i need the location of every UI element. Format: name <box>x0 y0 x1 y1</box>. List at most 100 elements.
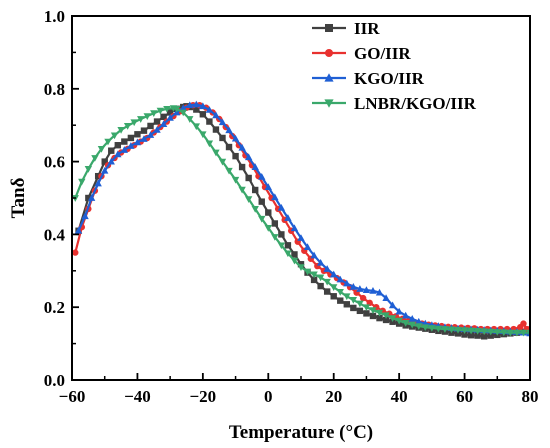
data-point <box>343 293 351 301</box>
data-point <box>238 143 246 151</box>
data-point <box>140 127 148 134</box>
data-point <box>467 332 475 339</box>
data-point <box>199 131 207 139</box>
x-tick-label: −40 <box>124 387 151 406</box>
data-point <box>147 122 154 130</box>
data-point <box>356 300 364 308</box>
data-point <box>284 242 292 249</box>
data-point <box>258 198 265 205</box>
data-point <box>350 304 357 312</box>
data-point <box>303 268 312 276</box>
data-point <box>205 140 214 148</box>
series-3 <box>72 105 530 337</box>
data-point <box>284 250 292 258</box>
legend-entry: IIR <box>312 19 380 38</box>
legend-entry: LNBR/KGO/IIR <box>312 94 477 113</box>
data-point <box>212 126 220 133</box>
data-point <box>323 278 331 286</box>
data-point <box>271 234 279 241</box>
data-point <box>487 328 495 336</box>
data-point <box>278 231 285 238</box>
legend-marker <box>324 73 334 82</box>
legend-label: LNBR/KGO/IIR <box>354 94 477 113</box>
data-point <box>159 120 168 127</box>
data-point <box>146 131 155 138</box>
data-point <box>500 329 508 337</box>
data-point <box>186 116 194 123</box>
data-point <box>101 166 109 174</box>
data-point <box>137 116 145 123</box>
data-point <box>84 166 93 173</box>
data-point <box>225 167 233 175</box>
y-axis-title: Tanδ <box>8 177 29 218</box>
data-point <box>356 285 364 292</box>
x-tick-label: −60 <box>59 387 86 406</box>
y-tick-label: 0.8 <box>44 80 65 99</box>
data-point <box>192 100 200 108</box>
data-point <box>114 150 122 158</box>
data-point <box>173 105 181 113</box>
x-tick-label: −20 <box>190 387 217 406</box>
data-point <box>219 134 226 142</box>
data-point <box>460 327 469 334</box>
data-point <box>467 327 475 335</box>
data-point <box>408 321 416 329</box>
data-point <box>238 163 246 171</box>
data-point <box>323 265 331 272</box>
data-point <box>316 274 325 282</box>
data-point <box>402 319 410 327</box>
data-point <box>251 163 259 170</box>
series-layer <box>72 100 530 340</box>
data-point <box>114 142 121 149</box>
data-point <box>343 279 351 287</box>
data-point <box>101 158 108 165</box>
data-point <box>107 157 115 165</box>
x-axis-title: Temperature (°C) <box>229 422 373 443</box>
data-point <box>519 329 528 337</box>
data-point <box>87 194 96 201</box>
data-point <box>362 304 371 312</box>
data-point <box>179 109 187 117</box>
y-tick-label: 0.0 <box>44 371 65 390</box>
data-point <box>310 271 318 279</box>
data-point <box>78 178 86 186</box>
data-point <box>150 110 158 118</box>
series-1 <box>72 101 530 333</box>
data-point <box>461 331 468 338</box>
data-point <box>134 131 141 138</box>
data-point <box>163 105 171 113</box>
data-point <box>277 203 286 211</box>
data-point <box>130 119 138 127</box>
data-point <box>310 276 318 284</box>
data-point <box>520 320 527 327</box>
data-point <box>382 312 390 320</box>
data-point <box>264 224 272 232</box>
data-point <box>108 147 115 154</box>
data-point <box>206 118 213 125</box>
data-point <box>388 315 397 322</box>
data-point <box>493 329 501 336</box>
data-point <box>133 138 142 146</box>
y-tick-label: 1.0 <box>44 7 65 26</box>
data-point <box>337 297 344 304</box>
legend-entry: GO/IIR <box>312 44 411 63</box>
data-point <box>117 127 125 134</box>
data-point <box>408 315 416 322</box>
series-line <box>77 103 530 335</box>
y-tick-label: 0.4 <box>44 225 66 244</box>
data-point <box>85 194 92 202</box>
data-point <box>513 329 521 337</box>
data-point <box>81 212 89 220</box>
legend-marker <box>325 49 333 57</box>
data-point <box>277 242 286 250</box>
legend-entry: KGO/IIR <box>312 69 425 88</box>
data-point <box>271 220 279 227</box>
data-point <box>375 288 384 296</box>
data-point <box>199 102 207 110</box>
data-point <box>94 179 102 187</box>
data-point <box>303 243 312 251</box>
data-point <box>454 326 462 334</box>
x-tick-label: 80 <box>522 387 539 406</box>
data-point <box>359 294 367 302</box>
data-point <box>251 206 259 213</box>
